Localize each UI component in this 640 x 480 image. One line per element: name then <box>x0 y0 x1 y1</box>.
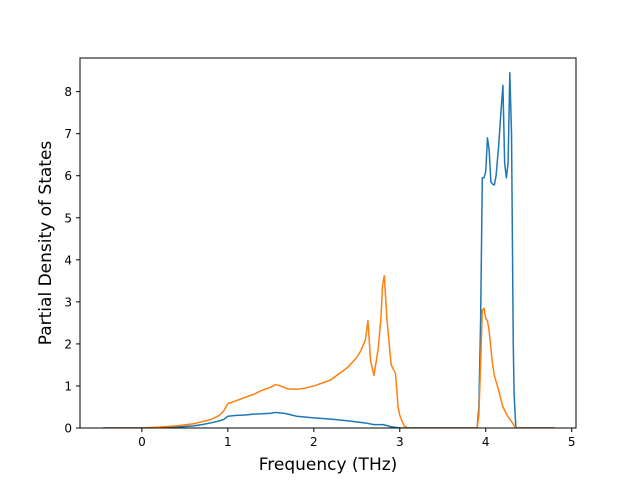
y-tick-label: 1 <box>64 379 72 393</box>
series-layer <box>103 71 555 428</box>
y-tick-label: 6 <box>64 169 72 183</box>
x-tick-label: 5 <box>568 435 576 449</box>
y-axis-label: Partial Density of States <box>36 141 56 346</box>
x-axis-ticks: 0 1 2 3 4 5 <box>138 428 576 449</box>
y-tick-label: 5 <box>64 211 72 225</box>
y-tick-label: 8 <box>64 85 72 99</box>
y-tick-label: 7 <box>64 127 72 141</box>
x-tick-label: 0 <box>138 435 146 449</box>
series-line-2 <box>103 275 555 428</box>
x-tick-label: 3 <box>396 435 404 449</box>
y-axis-ticks: 0 1 2 3 4 5 6 7 8 <box>64 85 80 436</box>
x-axis-label: Frequency (THz) <box>259 455 398 475</box>
x-tick-label: 2 <box>310 435 318 449</box>
x-tick-label: 4 <box>482 435 490 449</box>
y-tick-label: 2 <box>64 337 72 351</box>
x-tick-label: 1 <box>224 435 232 449</box>
plot-frame <box>79 57 577 429</box>
y-tick-label: 4 <box>64 253 72 267</box>
y-tick-label: 0 <box>64 422 72 436</box>
series-line-1 <box>103 71 555 428</box>
y-tick-label: 3 <box>64 295 72 309</box>
